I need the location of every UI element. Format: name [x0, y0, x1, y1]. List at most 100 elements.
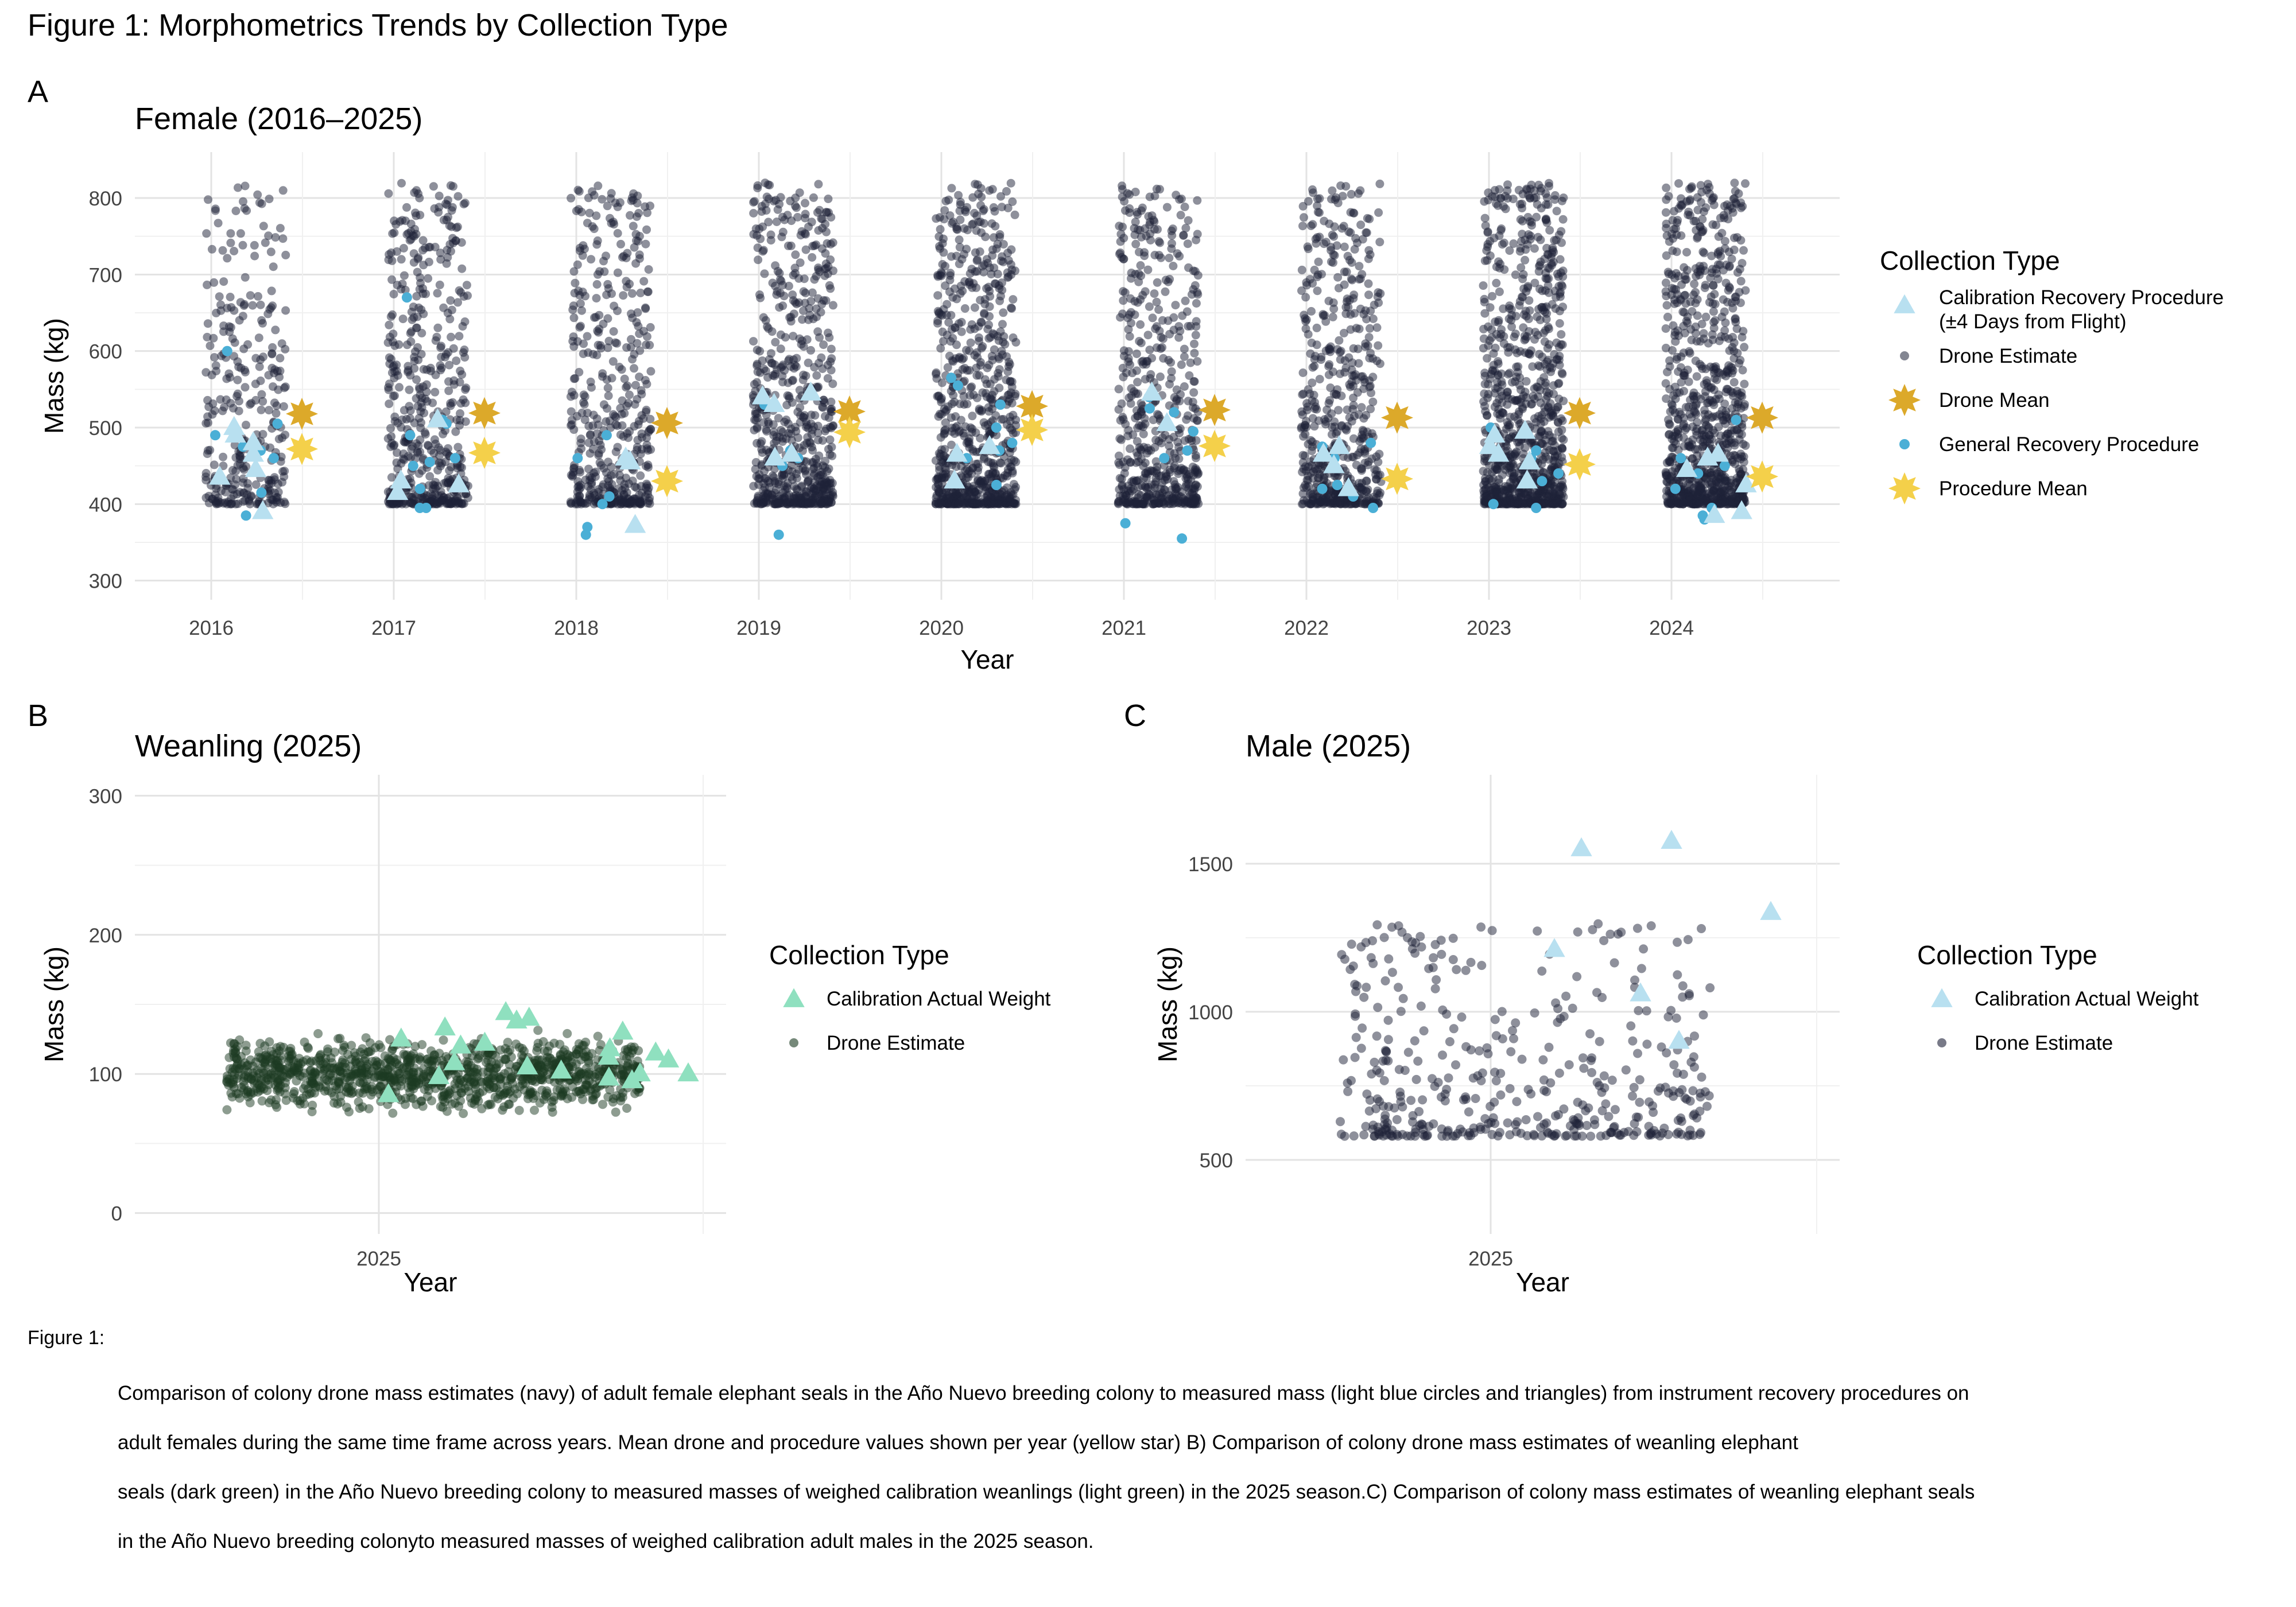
- drone-estimate-point: [1352, 324, 1361, 333]
- drone-estimate-point: [626, 211, 634, 220]
- drone-estimate-point: [1150, 251, 1159, 259]
- drone-estimate-point: [268, 301, 277, 310]
- drone-estimate-point: [1307, 461, 1316, 470]
- drone-estimate-point: [1373, 486, 1382, 495]
- drone-estimate-point: [412, 323, 421, 332]
- drone-estimate-point: [592, 211, 601, 220]
- drone-estimate-point: [823, 374, 832, 383]
- drone-estimate-point: [1317, 355, 1325, 364]
- drone-estimate-point: [639, 277, 649, 286]
- drone-estimate-point: [773, 267, 782, 276]
- drone-estimate-point: [1365, 215, 1374, 224]
- drone-estimate-point: [1147, 480, 1156, 489]
- drone-estimate-point: [1297, 407, 1306, 416]
- drone-estimate-point: [768, 278, 777, 288]
- drone-estimate-point: [1174, 333, 1184, 342]
- drone-estimate-point: [1325, 345, 1334, 354]
- drone-estimate-point: [456, 409, 464, 418]
- drone-estimate-point: [1168, 239, 1176, 248]
- drone-estimate-point: [625, 390, 634, 399]
- drone-estimate-point: [991, 222, 1000, 231]
- drone-estimate-point: [827, 354, 836, 363]
- drone-estimate-point: [792, 300, 801, 309]
- drone-estimate-point: [1708, 330, 1717, 339]
- drone-estimate-point: [1145, 192, 1154, 201]
- drone-estimate-point: [258, 430, 267, 439]
- drone-estimate-point: [280, 472, 289, 481]
- drone-estimate-point: [257, 405, 266, 414]
- drone-estimate-point: [793, 433, 802, 442]
- drone-estimate-point: [965, 366, 974, 375]
- drone-estimate-point: [643, 208, 651, 218]
- drone-estimate-point: [827, 424, 836, 433]
- drone-estimate-point: [1190, 281, 1200, 290]
- drone-estimate-point: [1006, 260, 1015, 269]
- drone-estimate-point: [443, 196, 452, 205]
- drone-estimate-point: [226, 499, 235, 509]
- drone-estimate-point: [1740, 379, 1749, 389]
- drone-estimate-point: [637, 386, 646, 395]
- drone-estimate-point: [1306, 222, 1316, 230]
- panel-tag: A: [28, 75, 48, 109]
- drone-estimate-point: [579, 339, 588, 348]
- drone-estimate-point: [1135, 421, 1144, 430]
- drone-estimate-point: [412, 211, 421, 220]
- drone-estimate-point: [767, 359, 776, 368]
- drone-estimate-point: [1511, 377, 1519, 386]
- drone-estimate-point: [1118, 309, 1127, 319]
- drone-estimate-point: [577, 444, 586, 453]
- drone-estimate-point: [429, 182, 438, 191]
- drone-estimate-point: [1298, 368, 1308, 377]
- drone-estimate-point: [1340, 242, 1349, 251]
- drone-estimate-point: [442, 215, 451, 224]
- drone-estimate-point: [1345, 296, 1354, 305]
- drone-estimate-point: [1298, 201, 1308, 211]
- drone-estimate-point: [1529, 391, 1538, 401]
- drone-estimate-point: [1540, 403, 1549, 412]
- drone-estimate-point: [611, 447, 620, 456]
- drone-estimate-point: [1176, 211, 1185, 220]
- drone-estimate-point: [1510, 332, 1519, 341]
- drone-estimate-point: [1137, 410, 1146, 419]
- drone-estimate-point: [584, 438, 594, 447]
- drone-estimate-point: [1525, 296, 1534, 305]
- drone-estimate-point: [430, 387, 440, 397]
- drone-estimate-point: [1552, 338, 1561, 347]
- drone-estimate-point: [203, 319, 212, 328]
- drone-estimate-point: [1496, 259, 1505, 269]
- drone-estimate-point: [1730, 178, 1739, 188]
- drone-estimate-point: [760, 467, 769, 476]
- drone-estimate-point: [241, 383, 250, 392]
- drone-estimate-point: [806, 410, 816, 420]
- drone-estimate-point: [967, 220, 976, 229]
- drone-estimate-point: [1327, 257, 1336, 266]
- drone-estimate-point: [789, 497, 798, 506]
- drone-estimate-point: [387, 473, 396, 482]
- drone-estimate-point: [1308, 442, 1317, 451]
- drone-estimate-point: [418, 289, 428, 298]
- drone-estimate-point: [972, 283, 981, 292]
- drone-estimate-point: [819, 403, 828, 412]
- drone-estimate-point: [253, 190, 262, 199]
- drone-estimate-point: [750, 197, 759, 206]
- drone-estimate-point: [1333, 273, 1343, 282]
- drone-estimate-point: [946, 269, 955, 278]
- drone-estimate-point: [436, 343, 445, 352]
- drone-estimate-point: [1193, 290, 1203, 299]
- drone-estimate-point: [281, 250, 290, 259]
- drone-estimate-point: [800, 274, 809, 284]
- drone-estimate-point: [587, 473, 596, 483]
- drone-estimate-point: [1558, 444, 1567, 453]
- drone-estimate-point: [1494, 318, 1503, 327]
- drone-estimate-point: [619, 291, 628, 300]
- drone-estimate-point: [998, 252, 1007, 261]
- drone-estimate-point: [984, 403, 993, 412]
- drone-estimate-point: [994, 352, 1003, 362]
- drone-estimate-point: [984, 333, 994, 343]
- drone-estimate-point: [577, 306, 586, 315]
- drone-estimate-point: [402, 340, 412, 350]
- drone-estimate-point: [958, 286, 967, 296]
- drone-estimate-point: [1549, 381, 1558, 390]
- drone-estimate-point: [1155, 185, 1164, 194]
- drone-estimate-point: [255, 362, 264, 371]
